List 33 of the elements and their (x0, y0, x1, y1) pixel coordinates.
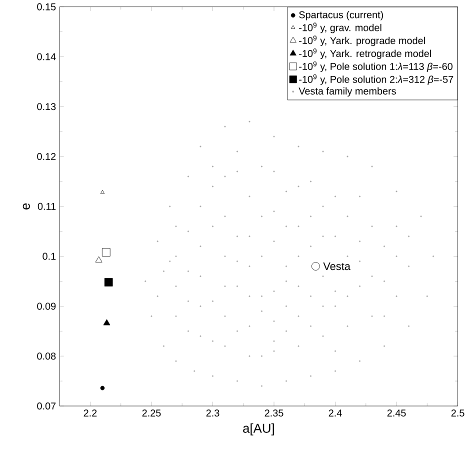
point (100, 386, 105, 390)
y-tick-label: 0.07 (37, 402, 56, 410)
x-tick-label: 2.25 (142, 410, 161, 417)
x-tick-label: 2.45 (387, 410, 406, 417)
y-tick-label: 0.15 (37, 3, 56, 11)
x-tick-label: 2.5 (451, 410, 464, 417)
y-tick-label: 0.09 (37, 302, 56, 310)
y-axis-title: e (22, 204, 30, 210)
legend-label: Vesta family members (298, 87, 396, 97)
point (100, 190, 105, 194)
x-tick-label: 2.35 (264, 410, 284, 417)
y-tick-label: 0.1 (42, 252, 56, 260)
annotation: Vesta (323, 262, 350, 270)
y-tick-label: 0.08 (37, 352, 56, 360)
x-tick-label: 2.2 (84, 410, 97, 417)
legend-label: -10$^{9}$ y, Yark. retrograde model (299, 48, 431, 60)
x-tick-label: 2.3 (206, 410, 220, 417)
point (102, 248, 110, 257)
y-tick-label: 0.11 (38, 203, 56, 210)
legend-label: Spartacus (current) (299, 11, 384, 20)
legend-label: -10$^{9}$ y, Pole solution 1:λ=113 β=-60 (299, 62, 452, 72)
y-tick-label: 0.14 (37, 53, 56, 60)
x-axis-title: a[AU] (243, 424, 274, 436)
point (311, 262, 320, 271)
point (103, 319, 110, 326)
point (95, 256, 102, 263)
y-tick-label: 0.12 (37, 153, 56, 160)
legend-label: -10$^{9}$ y, grav. model (299, 22, 382, 34)
legend-label: -10$^{9}$ y, Pole solution 2:λ=312 β=-57 (299, 74, 454, 86)
legend-label: -10$^{9}$ y, Yark. prograde model (299, 36, 425, 46)
point (104, 278, 113, 287)
x-tick-label: 2.4 (328, 410, 342, 417)
y-tick-label: 0.13 (37, 103, 56, 110)
